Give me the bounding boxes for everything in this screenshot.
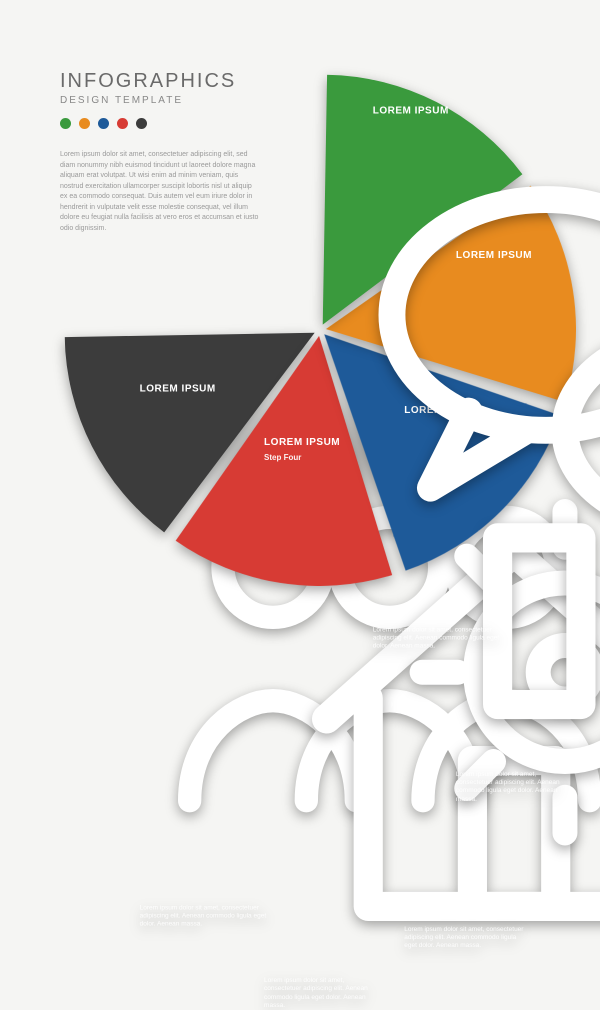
pie-chart: LOREM IPSUM Step One Lorem ipsum dolor s…: [70, 80, 570, 580]
slice-body: Lorem ipsum dolor sit amet, consectetuer…: [456, 771, 571, 805]
pie-slice-1: LOREM IPSUM Step One Lorem ipsum dolor s…: [73, 75, 573, 575]
slice-body: Lorem ipsum dolor sit amet, consectetuer…: [264, 977, 374, 1010]
slice-body: Lorem ipsum dolor sit amet, consectetuer…: [140, 904, 270, 929]
chat-bubbles-icon: [373, 122, 600, 622]
slice-content: LOREM IPSUM Step One Lorem ipsum dolor s…: [373, 105, 503, 652]
slice-body: Lorem ipsum dolor sit amet, consectetuer…: [404, 926, 524, 951]
slice-body: Lorem ipsum dolor sit amet, consectetuer…: [373, 626, 503, 651]
slice-title: LOREM IPSUM: [373, 105, 503, 119]
